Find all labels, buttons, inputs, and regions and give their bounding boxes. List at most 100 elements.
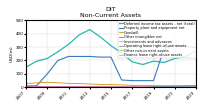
Other non-current assets <box>142 86 144 88</box>
Operating lease right-of-use assets <box>152 86 155 87</box>
Operating lease right-of-use assets <box>195 85 197 87</box>
Property plant and equipment net <box>163 48 165 49</box>
Other non-current assets <box>67 86 70 88</box>
Goodwill <box>152 85 155 86</box>
Other non-current assets <box>25 86 27 88</box>
Other non-current assets <box>131 86 133 88</box>
Other intangibles net <box>152 86 155 88</box>
Other intangibles net <box>120 86 123 87</box>
Deferred income tax assets - net (total) <box>174 58 176 59</box>
Other intangibles net <box>184 86 187 88</box>
Property plant and equipment net <box>195 47 197 48</box>
Goodwill <box>131 85 133 86</box>
Goodwill <box>89 83 91 85</box>
Goodwill <box>184 85 187 86</box>
Investments and advances <box>120 86 123 87</box>
Other non-current assets <box>152 86 155 88</box>
Goodwill <box>174 85 176 86</box>
Deferred income tax assets - net (total) <box>57 51 59 52</box>
Line: Deferred income tax assets - net (total): Deferred income tax assets - net (total) <box>26 30 196 67</box>
Property plant and equipment net <box>131 80 133 81</box>
Operating lease right-of-use assets <box>25 87 27 88</box>
Deferred income tax assets - net (total) <box>67 44 70 45</box>
Deferred income tax assets - net (total) <box>78 34 80 36</box>
Investments and advances <box>57 86 59 87</box>
Operating lease right-of-use assets <box>120 87 123 88</box>
Other intangibles net <box>35 86 38 87</box>
Investments and advances <box>35 86 38 87</box>
Finance lease right-of-use assets <box>67 87 70 88</box>
Property plant and equipment net <box>142 80 144 81</box>
Other non-current assets <box>195 86 197 88</box>
Goodwill <box>35 82 38 84</box>
Investments and advances <box>163 86 165 87</box>
Investments and advances <box>99 86 102 87</box>
Finance lease right-of-use assets <box>184 86 187 88</box>
Operating lease right-of-use assets <box>110 87 112 88</box>
Goodwill <box>142 85 144 86</box>
Operating lease right-of-use assets <box>174 85 176 87</box>
Line: Goodwill: Goodwill <box>26 82 196 86</box>
Operating lease right-of-use assets <box>163 86 165 87</box>
Finance lease right-of-use assets <box>110 87 112 88</box>
Property plant and equipment net <box>99 56 102 58</box>
Operating lease right-of-use assets <box>78 87 80 88</box>
Finance lease right-of-use assets <box>78 87 80 88</box>
Property plant and equipment net <box>46 73 48 75</box>
Property plant and equipment net <box>110 56 112 58</box>
Operating lease right-of-use assets <box>99 87 102 88</box>
Investments and advances <box>110 86 112 87</box>
Deferred income tax assets - net (total) <box>163 62 165 63</box>
Investments and advances <box>131 86 133 87</box>
Operating lease right-of-use assets <box>142 87 144 88</box>
Goodwill <box>110 84 112 85</box>
Deferred income tax assets - net (total) <box>184 56 187 57</box>
Other non-current assets <box>46 86 48 88</box>
Operating lease right-of-use assets <box>131 87 133 88</box>
Finance lease right-of-use assets <box>174 86 176 88</box>
Deferred income tax assets - net (total) <box>120 52 123 54</box>
Property plant and equipment net <box>152 80 155 81</box>
Other intangibles net <box>46 86 48 87</box>
Other intangibles net <box>131 86 133 87</box>
Investments and advances <box>46 86 48 87</box>
Other non-current assets <box>57 86 59 88</box>
Deferred income tax assets - net (total) <box>142 64 144 65</box>
Deferred income tax assets - net (total) <box>89 29 91 30</box>
Goodwill <box>78 83 80 84</box>
Other intangibles net <box>78 86 80 87</box>
Operating lease right-of-use assets <box>46 87 48 88</box>
Y-axis label: USD(m): USD(m) <box>10 45 14 62</box>
Goodwill <box>120 84 123 86</box>
Finance lease right-of-use assets <box>163 86 165 88</box>
Deferred income tax assets - net (total) <box>152 60 155 62</box>
Deferred income tax assets - net (total) <box>195 50 197 52</box>
Deferred income tax assets - net (total) <box>99 36 102 38</box>
Goodwill <box>57 82 59 83</box>
Other intangibles net <box>110 86 112 87</box>
Other intangibles net <box>142 86 144 88</box>
Investments and advances <box>25 86 27 87</box>
Investments and advances <box>195 86 197 87</box>
Investments and advances <box>78 86 80 87</box>
Other non-current assets <box>99 86 102 88</box>
Other non-current assets <box>110 86 112 88</box>
Other intangibles net <box>67 86 70 87</box>
Property plant and equipment net <box>89 56 91 57</box>
Property plant and equipment net <box>57 60 59 61</box>
Property plant and equipment net <box>25 85 27 87</box>
Operating lease right-of-use assets <box>89 87 91 88</box>
Other non-current assets <box>163 86 165 88</box>
Finance lease right-of-use assets <box>25 87 27 88</box>
Goodwill <box>67 83 70 84</box>
Finance lease right-of-use assets <box>131 87 133 88</box>
Finance lease right-of-use assets <box>120 87 123 88</box>
Property plant and equipment net <box>67 56 70 57</box>
Other intangibles net <box>163 86 165 88</box>
Operating lease right-of-use assets <box>184 85 187 87</box>
Other intangibles net <box>25 86 27 87</box>
Other non-current assets <box>35 86 38 88</box>
Investments and advances <box>142 86 144 87</box>
Finance lease right-of-use assets <box>35 87 38 88</box>
Finance lease right-of-use assets <box>46 87 48 88</box>
